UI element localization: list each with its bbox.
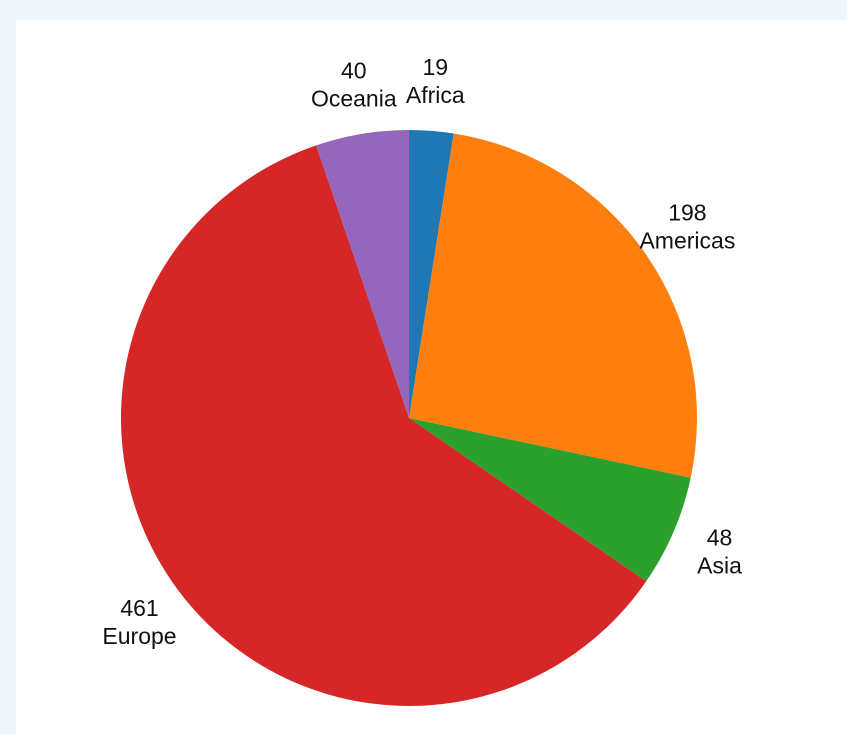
slice-americas [409,133,698,478]
slice-oceania [316,130,409,418]
slice-label-europe: Europe [102,623,176,649]
pie-slices [121,130,698,706]
slice-label-oceania: Oceania [311,86,397,112]
slice-europe [121,145,647,706]
slice-asia [409,418,691,582]
slice-value-africa: 19 [423,54,449,80]
slice-value-europe: 461 [120,595,158,621]
slice-label-africa: Africa [406,82,465,108]
slice-value-asia: 48 [707,524,733,550]
slice-africa [409,130,454,418]
slice-label-asia: Asia [697,552,742,578]
slice-value-oceania: 40 [341,58,367,84]
slice-label-americas: Americas [639,227,735,253]
slice-value-americas: 198 [668,199,706,225]
